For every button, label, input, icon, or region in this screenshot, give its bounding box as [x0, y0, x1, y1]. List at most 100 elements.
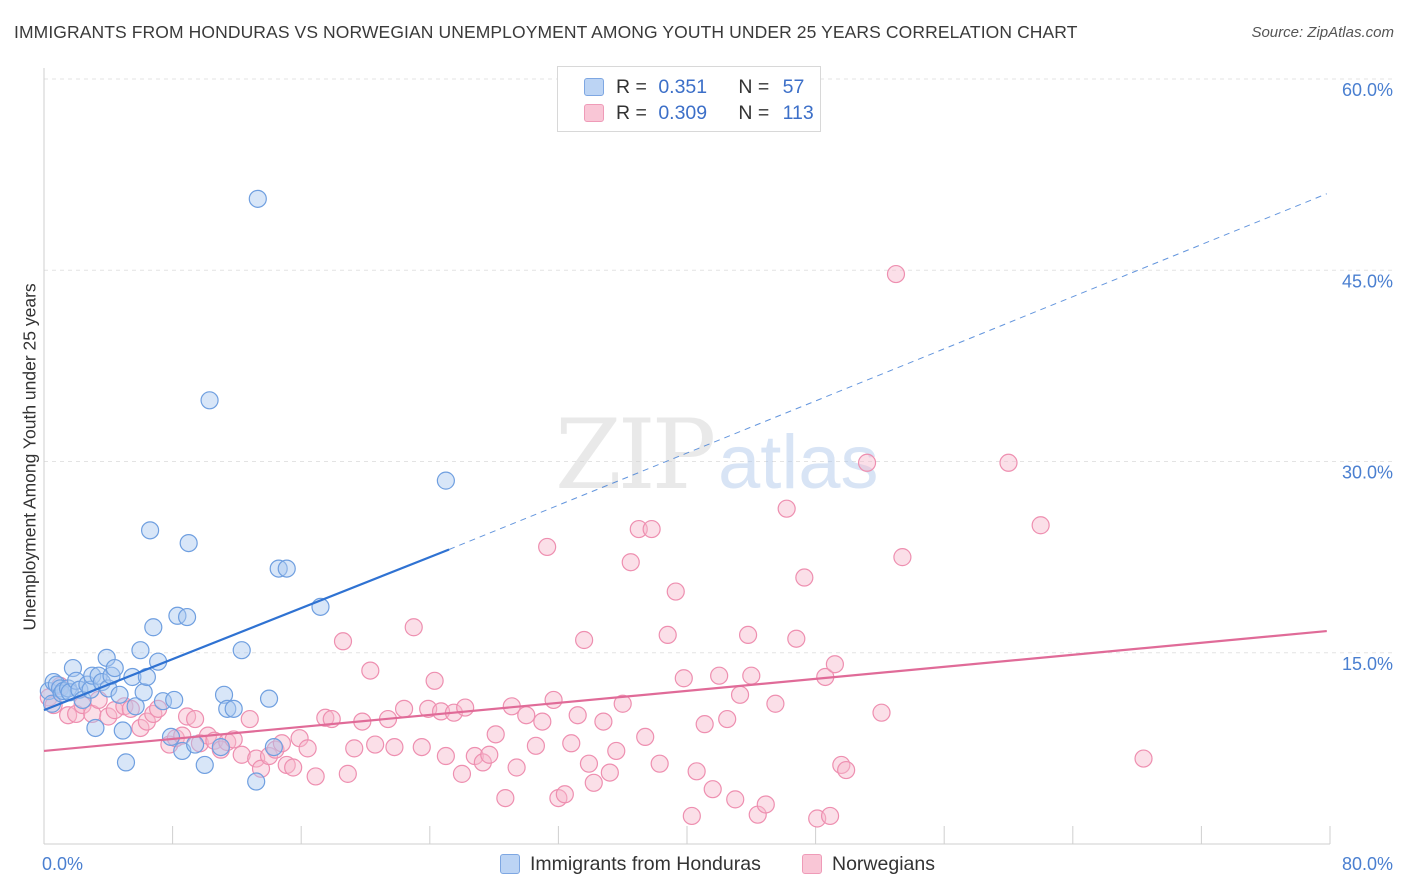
point-norwegians: [636, 727, 655, 747]
point-norwegians: [452, 764, 472, 783]
correlation-legend: R = 0.351 N = 57 R = 0.309 N = 113: [557, 66, 821, 132]
point-honduras: [165, 690, 184, 710]
point-honduras: [116, 753, 136, 772]
point-norwegians: [533, 712, 552, 731]
point-norwegians: [544, 690, 563, 710]
point-honduras: [113, 721, 132, 740]
point-norwegians: [766, 694, 785, 713]
point-norwegians: [496, 788, 515, 808]
point-honduras: [134, 683, 153, 702]
point-norwegians: [832, 755, 851, 775]
point-norwegians: [837, 760, 856, 780]
point-honduras: [86, 718, 105, 738]
chart-title: IMMIGRANTS FROM HONDURAS VS NORWEGIAN UN…: [14, 22, 1078, 42]
point-norwegians: [687, 762, 706, 781]
point-honduras: [195, 755, 214, 775]
point-norwegians: [742, 666, 761, 685]
legend-r-label: R =: [616, 101, 647, 124]
point-norwegians: [298, 739, 317, 758]
point-norwegians: [795, 568, 814, 587]
point-norwegians: [695, 715, 714, 734]
point-norwegians: [584, 773, 603, 792]
point-norwegians: [306, 767, 325, 786]
y-tick-label: 60.0%: [1342, 80, 1393, 100]
point-honduras: [110, 685, 129, 704]
point-norwegians: [361, 661, 380, 680]
point-norwegians: [682, 806, 701, 826]
legend-r-value: 0.309: [658, 101, 708, 124]
point-norwegians: [787, 629, 806, 648]
watermark-zip: ZIP: [555, 399, 714, 511]
bottom-legend-swatch-pink: [802, 854, 822, 874]
legend-r-value: 0.351: [658, 75, 708, 98]
point-honduras: [126, 697, 145, 716]
point-norwegians: [436, 746, 455, 766]
legend-swatch-pink: [584, 104, 604, 122]
point-norwegians: [594, 712, 613, 731]
bottom-legend-swatch-blue: [500, 854, 520, 874]
point-norwegians: [385, 737, 404, 757]
legend-r-label: R =: [616, 75, 647, 98]
bottom-legend-label-norwegians: Norwegians: [832, 852, 935, 875]
grid-lines: [44, 78, 1394, 654]
point-honduras: [214, 685, 234, 704]
point-norwegians: [600, 763, 619, 782]
point-norwegians: [893, 548, 912, 567]
point-norwegians: [284, 758, 303, 777]
point-honduras: [144, 618, 163, 637]
point-norwegians: [568, 706, 587, 725]
point-norwegians: [666, 582, 685, 601]
point-norwegians: [425, 671, 444, 690]
point-norwegians: [613, 694, 632, 713]
point-norwegians: [232, 745, 251, 764]
legend-row-norwegians: R = 0.309 N = 113: [584, 101, 814, 125]
point-norwegians: [412, 737, 431, 757]
point-norwegians: [777, 499, 796, 518]
point-norwegians: [756, 795, 775, 814]
point-norwegians: [703, 780, 722, 799]
point-norwegians: [555, 785, 574, 804]
data-points: [39, 189, 1153, 828]
y-tick-label: 30.0%: [1342, 463, 1393, 483]
point-honduras: [264, 737, 283, 757]
point-norwegians: [579, 754, 599, 773]
point-norwegians: [1031, 516, 1050, 535]
bottom-legend-honduras: Immigrants from Honduras: [500, 851, 761, 877]
point-honduras: [83, 666, 102, 685]
point-norwegians: [726, 790, 745, 809]
point-norwegians: [718, 709, 737, 729]
source-label: Source: ZipAtlas.com: [1251, 24, 1394, 41]
bottom-legend-label-honduras: Immigrants from Honduras: [530, 852, 761, 875]
point-norwegians: [886, 264, 906, 284]
x-tick-label: 80.0%: [1342, 854, 1393, 874]
trend-line-honduras: [43, 548, 450, 712]
point-norwegians: [486, 725, 505, 744]
legend-row-honduras: R = 0.351 N = 57: [584, 75, 804, 99]
point-honduras: [224, 699, 243, 718]
point-honduras: [277, 559, 296, 578]
point-honduras: [186, 735, 205, 754]
point-honduras: [248, 189, 267, 208]
point-norwegians: [456, 698, 475, 717]
trend-line-honduras-extension: [448, 193, 1327, 550]
legend-n-label: N =: [738, 75, 770, 98]
point-honduras: [177, 607, 197, 627]
point-norwegians: [1134, 749, 1153, 768]
point-norwegians: [240, 709, 259, 729]
point-honduras: [259, 689, 279, 708]
point-norwegians: [650, 754, 669, 773]
y-axis-label: Unemployment Among Youth under 25 years: [19, 283, 40, 631]
bottom-legend-norwegians: Norwegians: [802, 851, 935, 877]
point-norwegians: [517, 706, 536, 725]
watermark-atlas: atlas: [718, 420, 879, 505]
point-honduras: [218, 699, 237, 718]
point-honduras: [54, 681, 73, 701]
point-honduras: [436, 471, 455, 490]
y-tick-label: 45.0%: [1342, 271, 1393, 291]
point-norwegians: [658, 625, 677, 645]
legend-n-value: 113: [782, 101, 814, 124]
point-norwegians: [538, 537, 557, 557]
point-norwegians: [738, 625, 758, 645]
point-norwegians: [607, 741, 626, 761]
point-honduras: [232, 641, 251, 660]
